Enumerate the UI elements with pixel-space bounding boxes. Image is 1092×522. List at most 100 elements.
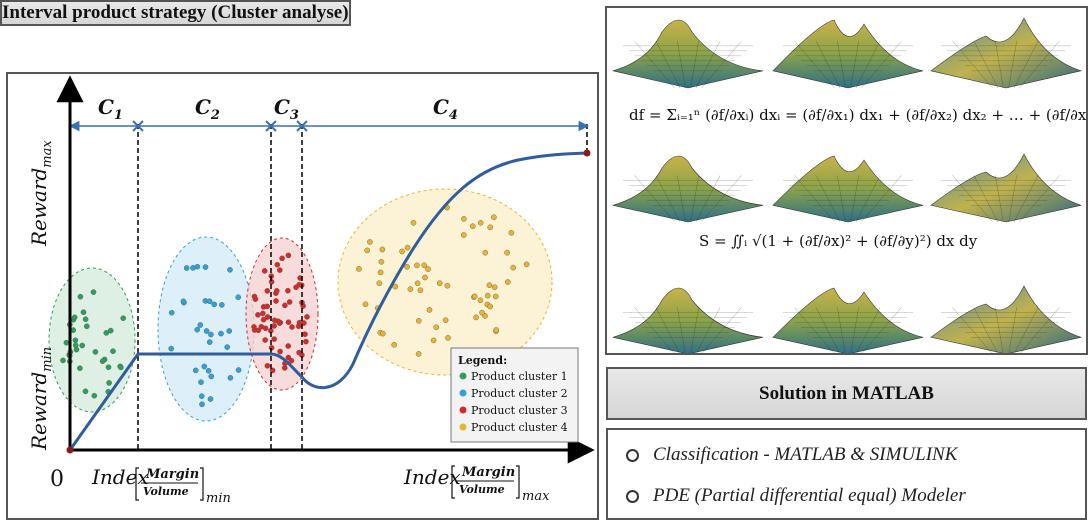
svg-text:Index: Index xyxy=(403,465,461,489)
list-item: PDE (Partial differential equal) Modeler xyxy=(626,485,966,507)
surface-plot-1 xyxy=(612,19,764,89)
legend-title: Legend: xyxy=(458,354,507,367)
cluster-4-point xyxy=(364,247,371,254)
cluster-4-point xyxy=(492,293,499,300)
left-panel-title: Interval product strategy (Cluster analy… xyxy=(0,0,351,26)
cluster-4-point xyxy=(404,263,410,270)
cluster-3-point xyxy=(255,311,261,318)
cluster-4-point xyxy=(487,224,494,231)
cluster-1-point xyxy=(103,330,110,336)
cluster-3-point xyxy=(271,336,278,342)
cluster-3-point xyxy=(296,349,302,356)
list-item: Classification - MATLAB & SIMULINK xyxy=(626,444,957,466)
cluster-2-point xyxy=(199,401,205,408)
cluster-4-point xyxy=(477,219,484,226)
svg-text:Index: Index xyxy=(91,465,149,489)
cluster-2-point xyxy=(206,339,213,345)
cluster-1-point xyxy=(79,342,85,349)
cluster-2-point xyxy=(227,374,234,381)
cluster-1-point xyxy=(99,358,106,365)
cluster-1-point xyxy=(106,380,112,386)
cluster-4-point xyxy=(486,282,493,288)
cluster-4-point xyxy=(491,214,497,220)
surface-plot-6 xyxy=(930,153,1083,223)
cluster-4-point xyxy=(479,309,485,316)
cluster-4-point xyxy=(504,249,510,256)
cluster-4-point xyxy=(410,219,417,226)
differential-equation: df = Σᵢ₌₁ⁿ (∂f/∂xᵢ) dxᵢ = (∂f/∂x₁) dx₁ +… xyxy=(629,106,1088,124)
cluster-4-point xyxy=(421,262,428,269)
cluster-2-point xyxy=(235,294,241,300)
bullet-icon xyxy=(626,448,639,462)
cluster-3-point xyxy=(273,298,279,304)
cluster-1-point xyxy=(60,357,66,364)
cluster-3-point xyxy=(285,287,291,294)
cluster-4-point xyxy=(461,216,467,222)
cluster-3-point xyxy=(261,268,268,274)
cluster-4-point xyxy=(422,274,428,281)
cluster-2-point xyxy=(194,263,201,270)
cluster-3-point xyxy=(296,281,302,288)
segment-label-c4: C4 xyxy=(433,95,458,123)
cluster-4-point xyxy=(378,258,385,265)
cluster-1-region xyxy=(48,267,136,413)
segment-tick-marks xyxy=(132,120,308,132)
cluster-4-point xyxy=(425,266,431,272)
curve-end-point xyxy=(583,149,591,157)
legend-marker-3 xyxy=(459,406,467,414)
cluster-3-point xyxy=(264,314,271,320)
cluster-4-point xyxy=(415,351,422,357)
cluster-2-point xyxy=(198,393,205,400)
cluster-4-point xyxy=(444,282,451,289)
curve-start-point xyxy=(66,446,74,454)
cluster-3-point xyxy=(285,319,292,325)
cluster-4-point xyxy=(399,248,405,255)
x-label-index-min: Index Margin Volume min xyxy=(91,465,231,506)
cluster-4-point xyxy=(391,341,398,348)
cluster-4-point xyxy=(442,317,449,323)
cluster-4-point xyxy=(356,265,362,272)
cluster-2-point xyxy=(207,396,214,402)
segment-label-c1: C1 xyxy=(98,95,123,123)
cluster-4-point xyxy=(433,324,440,331)
cluster-2-point xyxy=(206,298,213,305)
cluster-1-point xyxy=(92,349,99,355)
surface-plot-3 xyxy=(930,17,1083,89)
cluster-2-point xyxy=(235,367,242,373)
cluster-4-point xyxy=(414,262,420,269)
legend-marker-2 xyxy=(459,389,467,397)
cluster-4-point xyxy=(362,301,369,308)
y-label-reward-max: Rewardmax xyxy=(27,140,55,247)
cluster-3-point xyxy=(282,302,288,309)
cluster-4-point xyxy=(376,280,383,286)
cluster-4-point xyxy=(473,314,479,321)
cluster-4-point xyxy=(471,293,478,300)
cluster-1-point xyxy=(91,392,98,399)
cluster-3-point xyxy=(269,367,276,374)
cluster-4-point xyxy=(523,261,530,268)
left-panel-title-text: Interval product strategy (Cluster analy… xyxy=(2,2,349,23)
surface-plot-8 xyxy=(772,287,924,353)
cluster-3-point xyxy=(288,357,295,364)
cluster-4-point xyxy=(487,303,494,310)
origin-label: 0 xyxy=(50,467,64,492)
surface-equations-panel: df = Σᵢ₌₁ⁿ (∂f/∂xᵢ) dxᵢ = (∂f/∂x₁) dx₁ +… xyxy=(605,6,1088,355)
cluster-2-point xyxy=(202,264,209,270)
cluster-diagram: C1 C2 C3 C4 Rewardmax Rewardmin 0 Index … xyxy=(27,75,595,506)
cluster-4-point xyxy=(430,337,437,344)
cluster-4-region xyxy=(337,188,553,376)
cluster-3-point xyxy=(285,252,292,259)
cluster-4-point xyxy=(504,279,511,285)
cluster-3-point xyxy=(264,288,271,294)
cluster-2-point xyxy=(180,298,187,305)
cluster-4-point xyxy=(407,286,414,292)
cluster-3-point xyxy=(286,299,293,305)
cluster-1-point xyxy=(82,388,89,395)
cluster-4-point xyxy=(379,330,386,337)
legend-label-2: Product cluster 2 xyxy=(471,387,568,400)
cluster-4-point xyxy=(477,297,484,304)
surface-area-equation: S = ∬ᵢ √(1 + (∂f/∂x)² + (∂f/∂y)²) dx dy xyxy=(699,232,978,250)
cluster-3-point xyxy=(271,323,278,329)
solution-title-text: Solution in MATLAB xyxy=(759,382,934,404)
cluster-3-point xyxy=(279,255,285,262)
